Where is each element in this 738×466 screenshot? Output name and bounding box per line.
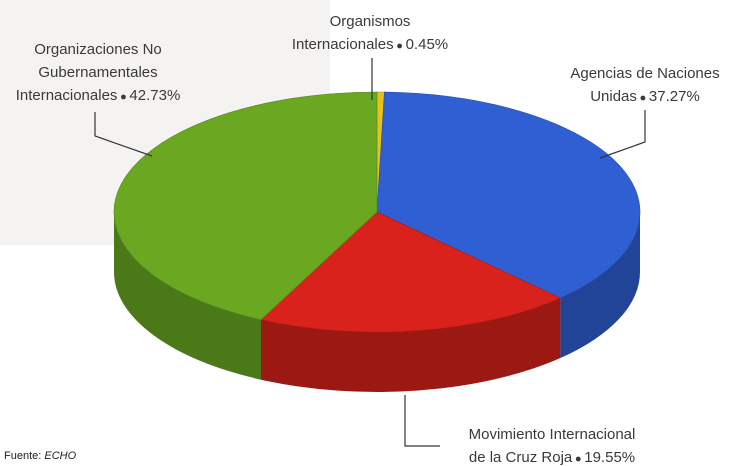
category-label: Unidas (590, 88, 637, 105)
value-label: 42.73% (129, 87, 180, 104)
pie (113, 91, 641, 392)
separator-dot (575, 456, 581, 462)
separator-dot (397, 43, 402, 49)
category-label: Movimiento Internacional (469, 426, 636, 443)
category-label: Gubernamentales (38, 64, 157, 81)
value-label: 37.27% (649, 88, 700, 105)
source-name: ECHO (44, 450, 76, 462)
slice (260, 211, 562, 333)
category-label: de la Cruz Roja (469, 449, 573, 466)
value-label: 0.45% (406, 36, 449, 53)
value-label: 19.55% (584, 449, 635, 466)
labels: Organismos Internacionales 0.45% Agencias d… (16, 13, 720, 466)
separator-dot (640, 95, 646, 101)
slice-side (560, 212, 640, 359)
category-label: Agencias de Naciones (570, 65, 719, 82)
category-label: Internacionales (292, 36, 394, 53)
slice (113, 91, 378, 321)
source-label: Fuente: (4, 450, 41, 462)
source: Fuente: ECHO (4, 450, 77, 462)
slice (376, 91, 641, 299)
category-label: Organismos (330, 13, 411, 30)
leader-line (404, 395, 440, 447)
category-label: Internacionales (16, 87, 118, 104)
slice-side (114, 212, 261, 380)
leader-line (599, 110, 646, 159)
leader-line (94, 112, 153, 157)
separator-dot (121, 94, 126, 100)
category-label: Organizaciones No (34, 41, 162, 58)
